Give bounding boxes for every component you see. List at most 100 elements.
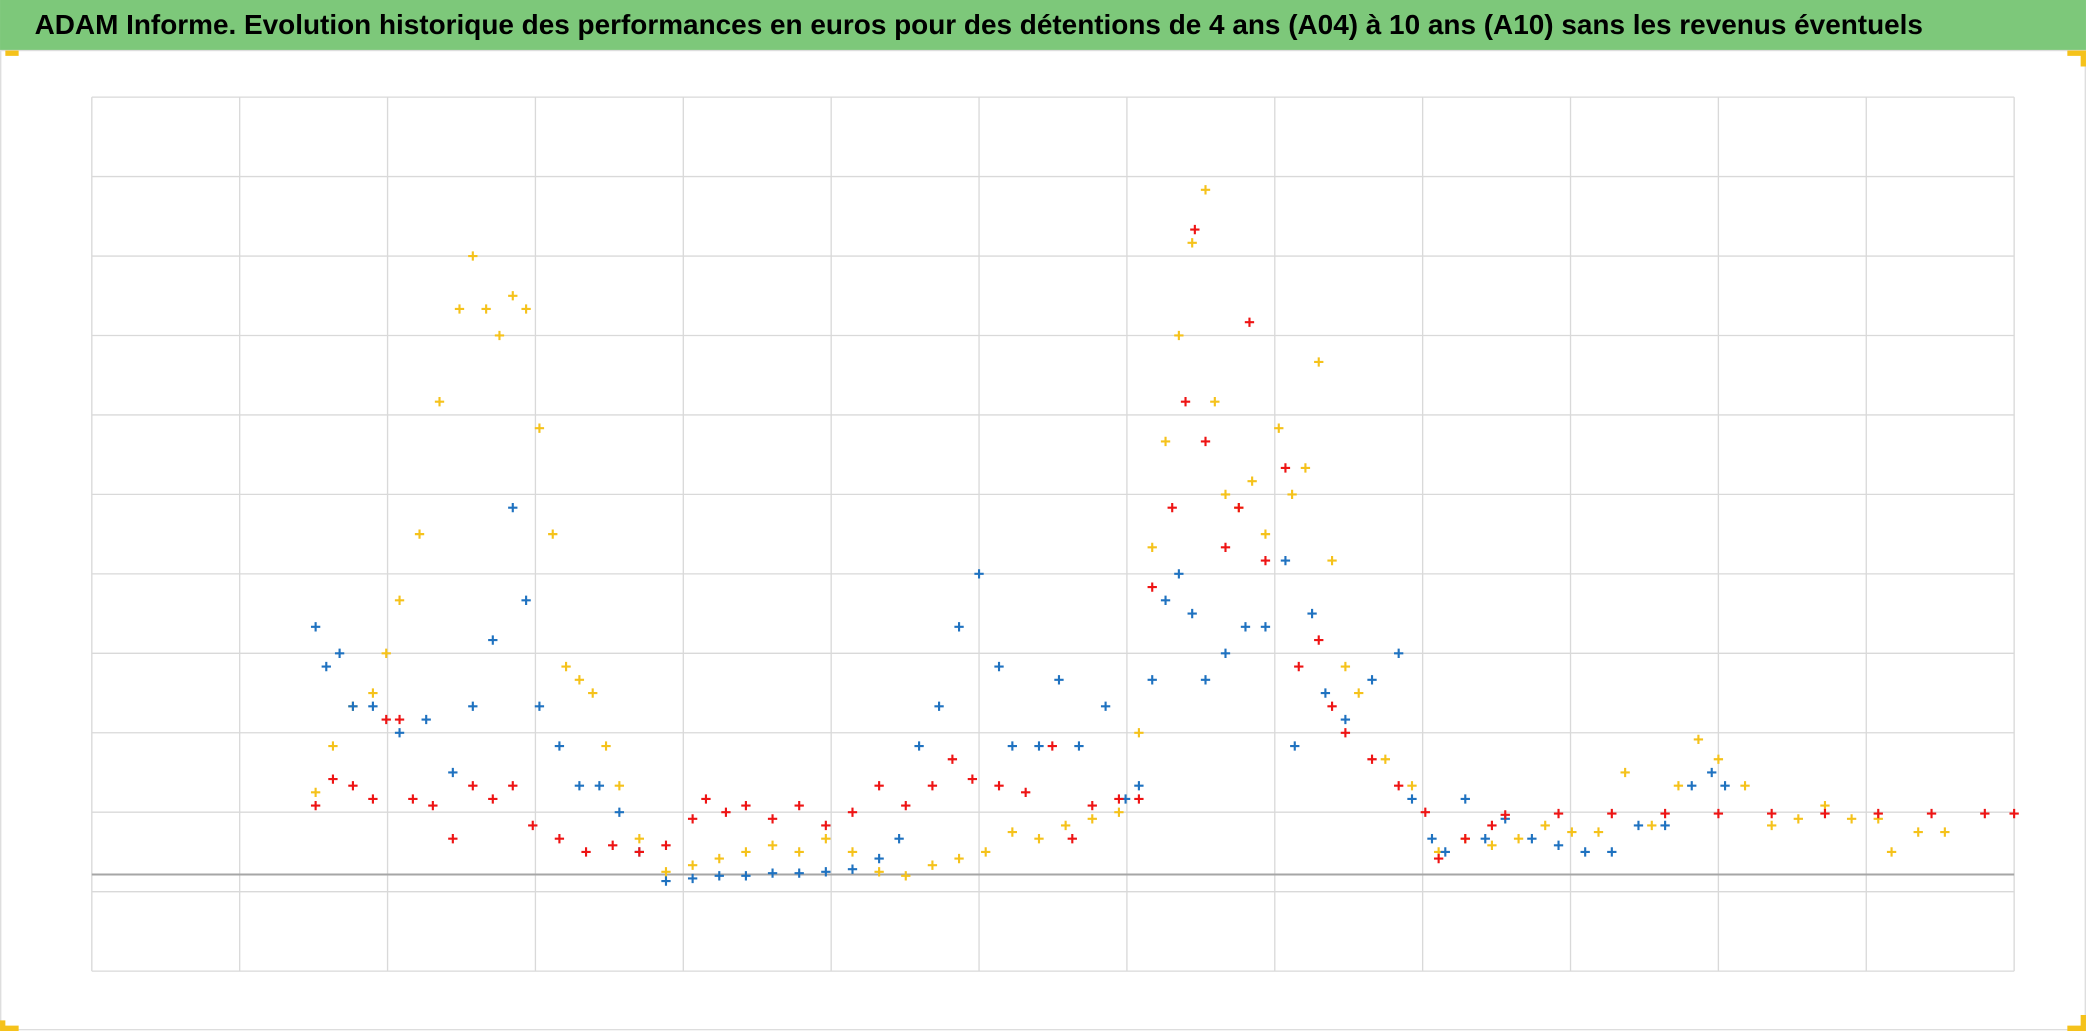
point [687,860,698,870]
point [448,767,458,778]
point [421,714,431,725]
point [1740,781,1750,791]
point [454,304,465,314]
point [1174,569,1184,579]
point [1407,781,1417,791]
point [741,800,751,811]
point [1394,648,1404,658]
point [394,728,405,738]
point [721,807,731,817]
point [794,847,804,857]
point [1460,794,1470,804]
point [368,794,378,804]
point [1294,661,1304,672]
point [1200,185,1211,195]
point [1980,808,1990,819]
point [1940,827,1950,837]
point [661,867,671,877]
point [1367,754,1377,764]
point [1846,814,1857,824]
point [1200,436,1211,447]
point [661,840,671,850]
point [1660,808,1670,819]
point [1620,767,1630,778]
point [821,834,831,844]
frame [0,49,2086,1031]
point [1187,238,1197,248]
point [614,781,625,791]
point [1873,808,1883,819]
point [1047,741,1057,751]
point [310,622,321,632]
point [1087,800,1097,811]
point [741,871,751,881]
point [1327,555,1337,566]
point [1247,476,1257,486]
point [554,834,565,844]
point [1713,808,1724,819]
point [1060,820,1071,831]
point [901,871,911,881]
point [974,569,984,579]
point [368,701,378,711]
point [1340,728,1351,738]
point [927,781,938,791]
point [1487,840,1497,850]
point [1433,853,1444,864]
point [1280,463,1291,473]
point [1134,794,1144,804]
point [1820,808,1830,819]
point [1280,555,1291,566]
point [1160,595,1171,605]
point [434,397,445,407]
point [1707,767,1717,778]
point [981,847,991,857]
point [1527,834,1537,844]
point [634,847,644,857]
point [508,291,518,301]
point [1427,834,1437,844]
point [1673,781,1684,791]
point [448,834,458,844]
point [310,787,321,798]
point [967,774,978,784]
point [1580,847,1590,857]
point [1300,463,1311,473]
point [1593,827,1604,837]
point [1767,820,1777,831]
point [1420,807,1430,817]
point [1793,814,1803,824]
point [1034,741,1044,751]
point [821,820,831,831]
point [1054,675,1064,685]
point [581,847,591,857]
point [554,741,565,751]
point [701,794,711,804]
point [494,330,505,341]
point [874,867,884,877]
point [1720,781,1730,791]
point [601,741,611,751]
point [1034,834,1044,844]
point [1553,808,1564,819]
point [1021,787,1031,798]
point [321,661,331,672]
point [947,754,958,764]
point [468,251,478,261]
point [1007,741,1018,751]
point [1200,675,1211,685]
point [1240,622,1251,632]
point [328,741,338,751]
point [1713,754,1724,764]
point [1460,834,1470,844]
point [1147,582,1157,592]
point [847,847,858,857]
point [661,876,671,886]
point [1260,529,1271,539]
point [767,868,778,878]
point [847,864,858,874]
title-bar [0,0,2086,51]
point [847,807,858,817]
point [614,807,625,817]
